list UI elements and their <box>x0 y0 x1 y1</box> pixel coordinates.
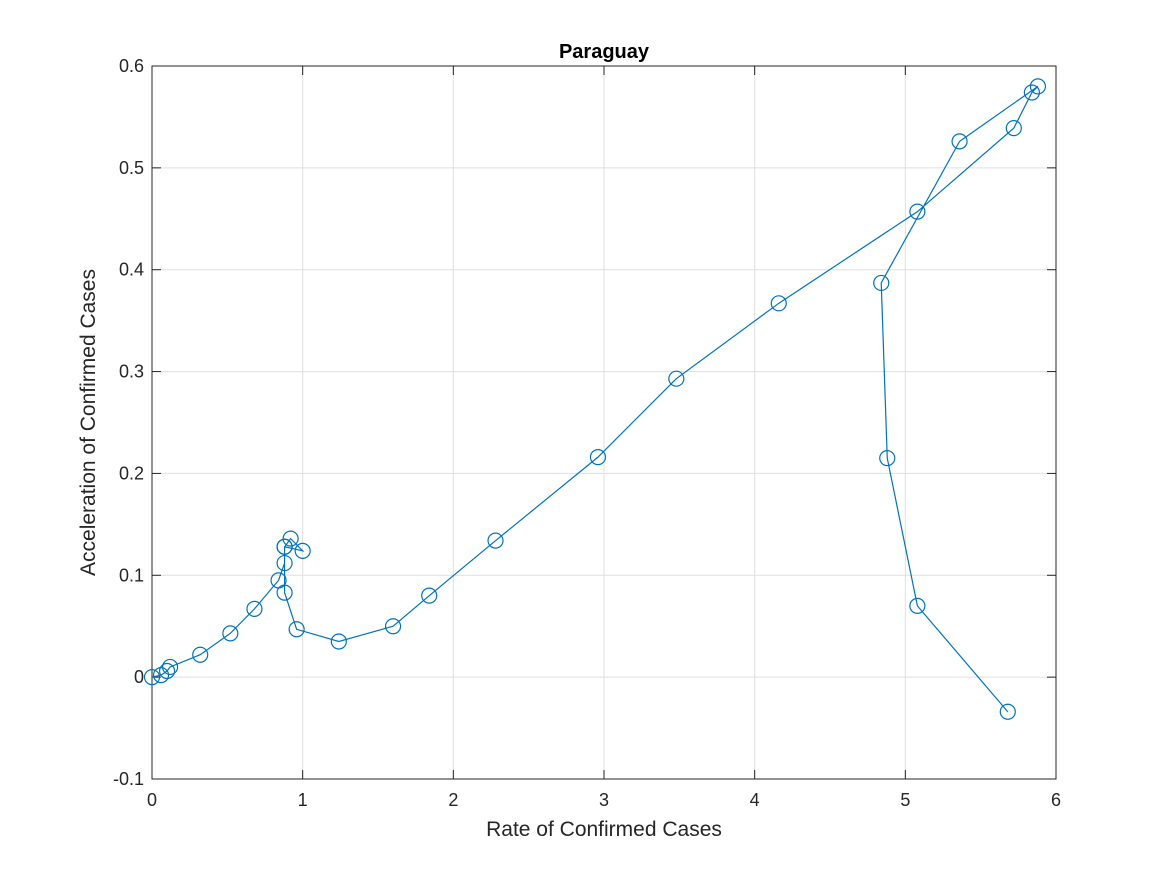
data-point <box>999 703 1016 720</box>
data-point <box>909 203 926 220</box>
chart-title: Paraguay <box>559 41 650 63</box>
y-tick-label: 0.3 <box>119 362 144 382</box>
data-point <box>487 532 504 549</box>
y-axis-label: Acceleration of Confirmed Cases <box>77 269 100 576</box>
axes: 0 1 2 3 4 5 6-0.100.10.20.30.40.50.6 <box>113 56 1061 810</box>
series-layer <box>143 78 1047 720</box>
series-line <box>151 85 1039 713</box>
data-point <box>276 584 293 601</box>
data-point <box>282 530 299 547</box>
data-point <box>909 597 926 614</box>
data-point <box>288 621 305 638</box>
x-tick-label: 5 <box>900 790 910 810</box>
y-tick-label: 0.1 <box>119 565 144 585</box>
x-tick-label: 0 <box>147 790 157 810</box>
x-axis-label: Rate of Confirmed Cases <box>486 818 722 841</box>
x-tick-label: 6 <box>1051 790 1061 810</box>
data-point <box>246 600 263 617</box>
y-tick-label: -0.1 <box>113 769 144 789</box>
data-point <box>770 295 787 312</box>
data-point <box>330 633 347 650</box>
data-point <box>192 646 209 663</box>
data-point <box>222 625 239 642</box>
data-point <box>276 538 293 555</box>
x-tick-label: 1 <box>298 790 308 810</box>
x-tick-label: 3 <box>599 790 609 810</box>
data-point <box>668 370 685 387</box>
y-tick-label: 0.4 <box>119 260 144 280</box>
y-tick-label: 0.5 <box>119 158 144 178</box>
data-point <box>384 618 402 635</box>
data-point <box>1005 120 1022 137</box>
data-point <box>879 450 896 467</box>
data-point <box>294 542 311 559</box>
data-point <box>158 662 176 680</box>
y-tick-label: 0.6 <box>119 56 144 76</box>
y-tick-label: 0.2 <box>119 463 144 483</box>
data-point <box>589 449 607 466</box>
data-point <box>143 669 161 686</box>
data-point <box>421 587 438 604</box>
data-point <box>1029 78 1047 95</box>
data-point <box>951 133 968 150</box>
data-point <box>276 554 293 572</box>
x-tick-label: 4 <box>750 790 760 810</box>
x-tick-label: 2 <box>448 790 458 810</box>
data-point <box>1023 84 1040 101</box>
data-point <box>161 658 179 676</box>
data-point <box>873 274 890 292</box>
y-tick-label: 0 <box>134 667 144 687</box>
